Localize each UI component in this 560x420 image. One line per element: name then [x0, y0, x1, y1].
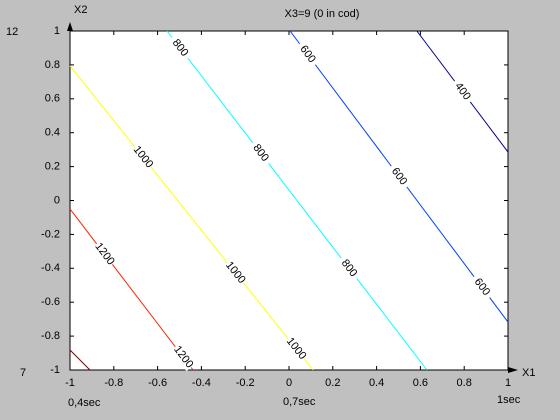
contour-line [166, 30, 428, 371]
contour-label-bg [91, 240, 118, 269]
annotation: 0,7sec [283, 396, 316, 408]
x-tick-label: -0.8 [104, 377, 123, 389]
x-axis-arrow [508, 367, 518, 373]
x-tick-label: -0.4 [192, 377, 211, 389]
x-tick-label: 0.2 [325, 377, 340, 389]
y-tick-label: -0.8 [41, 330, 60, 342]
x-tick-label: -1 [65, 377, 75, 389]
contour-label-bg [449, 77, 476, 106]
contour-label-bg [130, 143, 156, 172]
contour-label-bg [336, 254, 362, 283]
plot-area [69, 30, 509, 371]
y-axis-label: X2 [74, 4, 87, 16]
y-tick-label: -0.2 [41, 228, 60, 240]
annotation: 7 [20, 367, 26, 379]
x-tick-label: 0.8 [457, 377, 472, 389]
y-tick-label: -1 [50, 364, 60, 376]
y-tick-label: -0.6 [41, 296, 60, 308]
y-tick-label: 0.6 [45, 93, 60, 105]
annotation: 12 [6, 26, 18, 38]
x-tick-label: 0.4 [369, 377, 384, 389]
contour-label-bg [222, 258, 249, 287]
x-tick-label: 0.6 [413, 377, 428, 389]
contour-label-bg [386, 162, 412, 191]
contour-label-bg [469, 273, 495, 302]
x-tick-label: -0.2 [236, 377, 255, 389]
y-tick-label: 0 [54, 194, 60, 206]
x-axis-label: X1 [522, 367, 535, 379]
contour-line [69, 208, 194, 371]
contour-line [69, 349, 91, 371]
contour-label-bg [170, 343, 196, 372]
y-tick-label: -0.4 [41, 262, 60, 274]
y-tick-label: 0.2 [45, 161, 60, 173]
y-tick-label: 1 [54, 25, 60, 37]
x-tick-label: 1 [505, 377, 511, 389]
y-tick-label: 0.4 [45, 127, 60, 139]
contour-label-bg [283, 334, 309, 363]
contour-line [69, 65, 314, 371]
y-axis-arrow [67, 22, 73, 31]
contour-label-bg [247, 139, 274, 168]
contour-label-bg [294, 40, 321, 69]
annotation: 0,4sec [68, 397, 101, 409]
x-tick-label: -0.6 [148, 377, 167, 389]
contour-label-bg [167, 33, 193, 62]
y-tick-label: 0.8 [45, 59, 60, 71]
x-tick-label: 0 [286, 377, 292, 389]
chart-title: X3=9 (0 in cod) [285, 8, 360, 20]
annotation: 1sec [497, 394, 521, 406]
